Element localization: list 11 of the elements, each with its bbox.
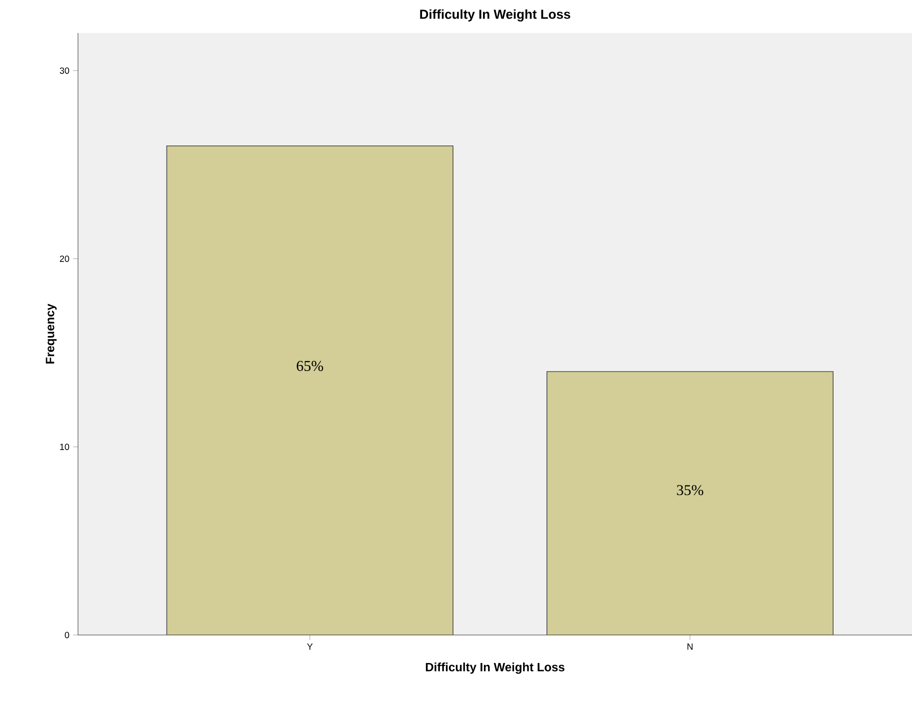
y-tick-label: 10	[60, 444, 70, 450]
annotation: 35%	[676, 485, 704, 496]
y-tick-label: 30	[60, 67, 70, 74]
annotation: 65%	[296, 360, 324, 372]
x-tick-label: Y	[307, 644, 313, 650]
x-tick-label: N	[687, 644, 693, 650]
x-axis-title: Difficulty In Weight Loss	[426, 662, 564, 674]
chart-title: Difficulty In Weight Loss	[420, 9, 570, 22]
y-axis-title: Frequency	[46, 304, 57, 364]
y-tick-label: 0	[64, 632, 70, 638]
y-tick-label: 20	[60, 256, 70, 262]
